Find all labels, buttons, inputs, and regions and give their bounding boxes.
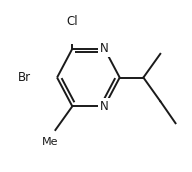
Text: Cl: Cl [66,15,78,28]
Text: N: N [100,100,109,113]
Text: Br: Br [18,71,31,84]
Text: Me: Me [42,137,59,147]
Text: N: N [100,42,109,55]
